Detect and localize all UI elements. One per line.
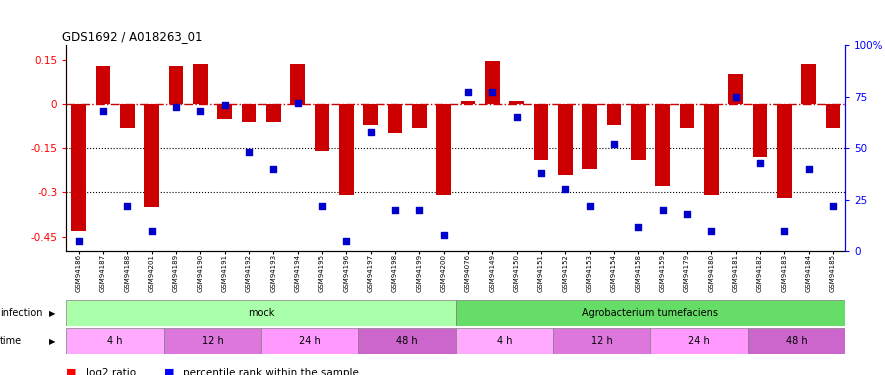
Text: time: time: [0, 336, 22, 346]
Point: [193, 108, 207, 114]
Point: [826, 203, 840, 209]
Text: 4 h: 4 h: [107, 336, 123, 346]
Text: 24 h: 24 h: [299, 336, 320, 346]
Point: [144, 228, 158, 234]
Bar: [290, 64, 304, 104]
Point: [680, 211, 694, 217]
Bar: [680, 104, 695, 128]
Bar: [66, 300, 456, 326]
Bar: [607, 104, 621, 125]
Bar: [266, 104, 281, 122]
Point: [631, 224, 645, 230]
Bar: [456, 300, 845, 326]
Bar: [582, 104, 596, 169]
Bar: [66, 328, 164, 354]
Bar: [218, 104, 232, 118]
Text: ▶: ▶: [49, 337, 55, 346]
Bar: [388, 104, 402, 134]
Point: [510, 114, 524, 120]
Text: 48 h: 48 h: [786, 336, 807, 346]
Bar: [193, 64, 207, 104]
Text: 12 h: 12 h: [591, 336, 612, 346]
Point: [656, 207, 670, 213]
Point: [169, 104, 183, 110]
Point: [461, 90, 475, 96]
Bar: [96, 66, 110, 104]
Bar: [363, 104, 378, 125]
Bar: [412, 104, 427, 128]
Point: [802, 166, 816, 172]
Point: [777, 228, 791, 234]
Point: [388, 207, 402, 213]
Point: [72, 238, 86, 244]
Text: log2 ratio: log2 ratio: [86, 368, 136, 375]
Bar: [777, 104, 792, 198]
Bar: [164, 328, 261, 354]
Bar: [261, 328, 358, 354]
Bar: [631, 104, 646, 160]
Bar: [752, 104, 767, 157]
Bar: [802, 64, 816, 104]
Bar: [748, 328, 845, 354]
Text: 12 h: 12 h: [202, 336, 223, 346]
Bar: [650, 328, 748, 354]
Text: Agrobacterium tumefaciens: Agrobacterium tumefaciens: [582, 308, 719, 318]
Bar: [72, 104, 86, 231]
Text: mock: mock: [248, 308, 274, 318]
Point: [728, 94, 743, 100]
Bar: [460, 101, 475, 104]
Text: ▶: ▶: [49, 309, 55, 318]
Point: [436, 232, 450, 238]
Bar: [144, 104, 159, 207]
Bar: [339, 104, 353, 195]
Point: [242, 149, 256, 155]
Bar: [358, 328, 456, 354]
Bar: [315, 104, 329, 151]
Point: [485, 90, 499, 96]
Bar: [655, 104, 670, 186]
Bar: [242, 104, 257, 122]
Bar: [485, 61, 499, 104]
Bar: [553, 328, 650, 354]
Text: infection: infection: [0, 308, 42, 318]
Point: [558, 186, 573, 192]
Text: ■: ■: [164, 368, 174, 375]
Point: [218, 102, 232, 108]
Bar: [534, 104, 549, 160]
Text: GDS1692 / A018263_01: GDS1692 / A018263_01: [62, 30, 203, 43]
Point: [96, 108, 110, 114]
Bar: [826, 104, 841, 128]
Text: ■: ■: [66, 368, 77, 375]
Text: 4 h: 4 h: [496, 336, 512, 346]
Bar: [704, 104, 719, 195]
Text: 48 h: 48 h: [396, 336, 418, 346]
Bar: [728, 75, 743, 104]
Point: [120, 203, 135, 209]
Point: [582, 203, 596, 209]
Point: [364, 129, 378, 135]
Bar: [509, 101, 524, 104]
Point: [607, 141, 621, 147]
Text: 24 h: 24 h: [689, 336, 710, 346]
Point: [753, 160, 767, 166]
Text: percentile rank within the sample: percentile rank within the sample: [183, 368, 359, 375]
Point: [339, 238, 353, 244]
Bar: [436, 104, 450, 195]
Bar: [558, 104, 573, 175]
Point: [534, 170, 548, 176]
Point: [704, 228, 719, 234]
Point: [315, 203, 329, 209]
Point: [266, 166, 281, 172]
Point: [412, 207, 427, 213]
Bar: [456, 328, 553, 354]
Bar: [119, 104, 135, 128]
Point: [290, 100, 304, 106]
Bar: [168, 66, 183, 104]
